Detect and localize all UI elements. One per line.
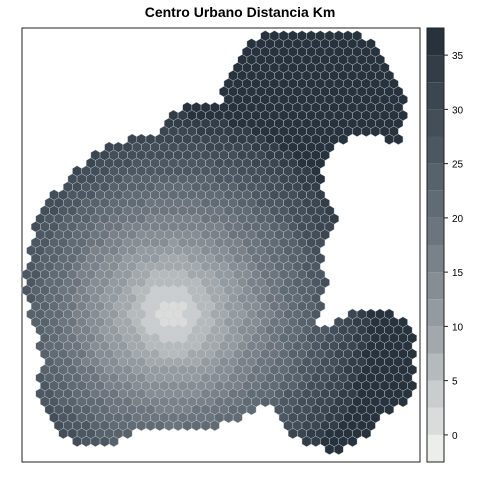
color-key-swatch [427,326,444,354]
hex-cell [109,435,119,447]
color-key: 0 5 10 15 20 25 30 35 [426,27,464,463]
color-key-swatch [427,434,444,462]
color-key-tick-label: 5 [452,377,458,388]
color-key-swatch [427,245,444,273]
color-key-swatch [427,353,444,381]
hex-cell [209,419,220,432]
color-key-tick-label: 10 [452,322,464,333]
color-key-tick-label: 30 [452,105,464,116]
color-key-tick-label: 0 [452,431,458,442]
hex-cell [333,443,344,455]
color-key-swatch [427,407,444,435]
hex-cell [398,396,408,408]
hex-cell [384,404,394,416]
color-key-swatch [427,136,444,164]
color-key-swatch [427,28,444,56]
hex-cell [361,427,372,439]
color-key-swatch [427,55,444,83]
color-key-swatch [427,163,444,191]
color-key-swatch [427,272,444,300]
color-key-frame [426,27,445,463]
color-key-swatch [427,109,444,137]
hex-cell [232,412,243,424]
hex-cell [347,435,358,447]
color-key-tick-label: 35 [452,51,464,62]
hex-cells [21,30,417,455]
chart-title: Centro Urbano Distancia Km [144,4,336,20]
color-key-swatch [427,82,444,110]
color-key-tick-label: 15 [452,268,464,279]
hex-cell [122,427,133,439]
plot-frame [21,27,421,463]
hex-cell [338,133,349,145]
hex-cell [393,133,404,145]
color-key-tick-label: 25 [452,160,464,171]
color-key-tick-label: 20 [452,214,464,225]
hex-cell [246,404,257,416]
color-key-swatch [427,380,444,408]
color-key-swatch [427,190,444,218]
color-key-swatch [427,299,444,327]
color-key-swatch [427,217,444,245]
